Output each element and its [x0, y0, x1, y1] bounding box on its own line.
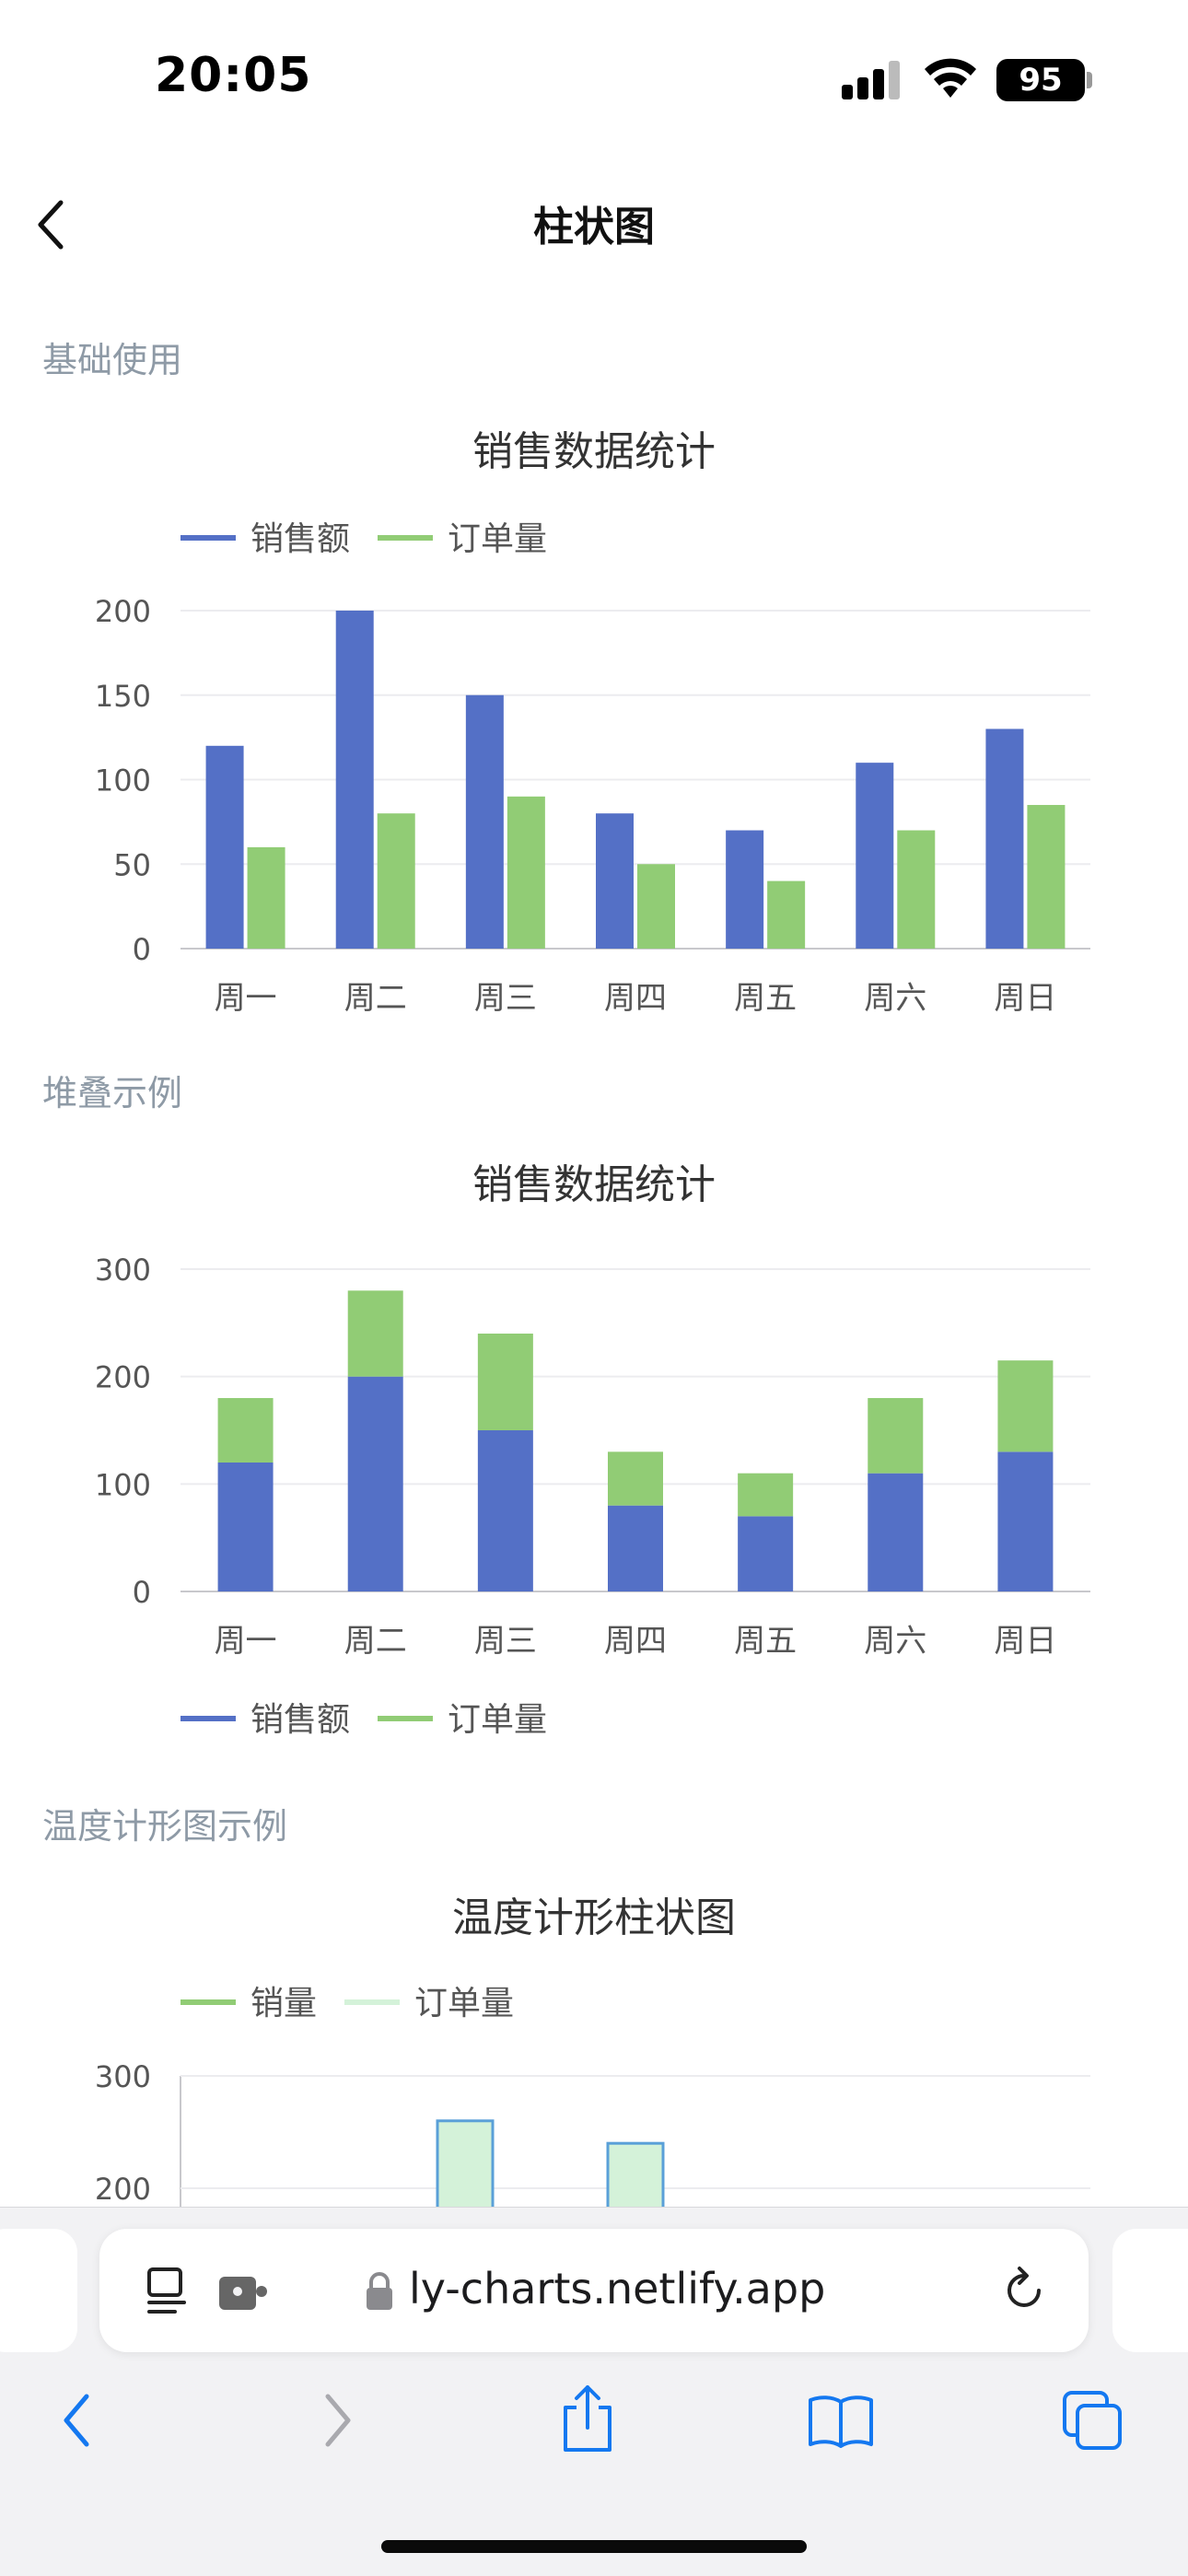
x-tick-label: 周五 [734, 980, 797, 1017]
bar-sales [335, 611, 374, 949]
y-tick-label: 0 [133, 1575, 151, 1610]
y-tick-label: 150 [95, 679, 151, 714]
battery-nub [1087, 72, 1092, 88]
legend-label-0: 销量 [250, 1985, 317, 2022]
y-tick-label: 300 [95, 1253, 151, 1288]
reload-icon[interactable] [1002, 2266, 1048, 2315]
next-tab-preview[interactable] [1112, 2229, 1188, 2352]
stack-segment-orders [477, 1334, 533, 1430]
bar-sales [465, 694, 504, 949]
bookmarks-icon[interactable] [807, 2393, 875, 2448]
bar-sales [205, 745, 244, 949]
x-tick-label: 周六 [864, 980, 926, 1017]
extension-icon[interactable] [217, 2273, 269, 2312]
chevron-left-icon[interactable] [33, 197, 70, 252]
bar-orders [1027, 805, 1066, 949]
home-indicator [381, 2540, 807, 2553]
x-tick-label: 周三 [474, 980, 537, 1017]
section-label-basic: 基础使用 [42, 340, 183, 380]
bar-orders [637, 864, 675, 949]
status-time: 20:05 [155, 48, 312, 103]
x-tick-label: 周五 [734, 1623, 797, 1660]
stack-segment-orders [217, 1398, 274, 1463]
legend-label-1: 订单量 [414, 1985, 514, 2022]
x-tick-label: 周一 [215, 980, 277, 1017]
y-tick-label: 200 [95, 2172, 151, 2207]
cellular-signal-icon [842, 61, 900, 99]
stack-segment-sales [477, 1430, 533, 1591]
stack-segment-orders [347, 1290, 403, 1377]
stack-segment-orders [608, 1451, 663, 1506]
x-tick-label: 周日 [994, 980, 1056, 1017]
y-tick-label: 50 [113, 847, 151, 882]
stack-segment-sales [217, 1463, 274, 1591]
bar-orders [767, 880, 806, 949]
wifi-icon [925, 58, 976, 98]
x-tick-label: 周三 [474, 1623, 537, 1660]
stack-segment-sales [868, 1473, 924, 1591]
y-tick-label: 0 [133, 932, 151, 967]
x-tick-label: 周一 [215, 1623, 277, 1660]
bar-sales [726, 830, 764, 949]
bar-sales [985, 729, 1024, 949]
x-tick-label: 周二 [344, 980, 407, 1017]
stack-segment-sales [347, 1376, 403, 1591]
bar-orders [507, 796, 545, 949]
chart-title: 销售数据统计 [472, 1161, 716, 1208]
x-tick-label: 周日 [994, 1623, 1056, 1660]
thermometer-bar [436, 2119, 495, 2207]
x-tick-label: 周六 [864, 1623, 926, 1660]
y-tick-label: 300 [95, 2059, 151, 2094]
x-tick-label: 周四 [604, 1623, 667, 1660]
stack-segment-orders [738, 1473, 794, 1517]
stack-segment-sales [738, 1516, 794, 1591]
legend-label-0: 销售额 [250, 520, 350, 558]
stack-segment-sales [608, 1505, 663, 1591]
forward-arrow-icon[interactable] [319, 2393, 355, 2448]
stack-segment-orders [868, 1398, 924, 1474]
chart-title: 销售数据统计 [472, 428, 716, 475]
y-tick-label: 200 [95, 1360, 151, 1395]
thermometer-bar [606, 2141, 665, 2207]
x-tick-label: 周四 [604, 980, 667, 1017]
bar-sales [596, 813, 634, 949]
back-arrow-icon[interactable] [59, 2393, 96, 2448]
legend-label-1: 订单量 [448, 520, 547, 558]
bar-orders [897, 830, 936, 949]
battery-indicator: 95 [996, 59, 1085, 101]
lock-icon [367, 2272, 392, 2310]
stack-segment-orders [997, 1360, 1054, 1452]
reader-icon[interactable] [146, 2267, 192, 2315]
y-tick-label: 100 [95, 1467, 151, 1502]
tabs-icon[interactable] [1061, 2389, 1125, 2454]
chart-title: 温度计形柱状图 [452, 1894, 736, 1941]
legend-label-1: 订单量 [448, 1701, 547, 1739]
bar-orders [247, 846, 285, 949]
bar-orders [377, 813, 415, 949]
section-label-thermometer: 温度计形图示例 [42, 1806, 288, 1847]
stack-segment-sales [997, 1451, 1054, 1591]
legend-label-0: 销售额 [250, 1701, 350, 1739]
share-icon[interactable] [558, 2384, 617, 2454]
x-tick-label: 周二 [344, 1623, 407, 1660]
url-text[interactable]: ly-charts.netlify.app [409, 2264, 826, 2314]
y-tick-label: 100 [95, 763, 151, 798]
bar-sales [856, 763, 894, 949]
previous-tab-preview[interactable] [0, 2229, 77, 2352]
page-title: 柱状图 [533, 204, 655, 251]
section-label-stacked: 堆叠示例 [42, 1073, 183, 1113]
y-tick-label: 200 [95, 594, 151, 629]
